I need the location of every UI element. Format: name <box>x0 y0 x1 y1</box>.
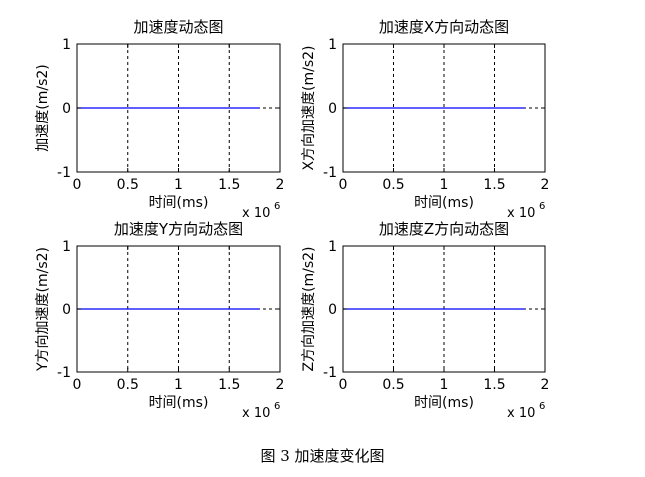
x-tick-label: 1 <box>174 377 183 393</box>
x-tick-label: 1 <box>440 377 449 393</box>
y-axis-label: 加速度(m/s2) <box>35 64 51 151</box>
x-axis-label: 时间(ms) <box>149 195 209 211</box>
y-axis-label: Z方向加速度(m/s2) <box>301 246 317 371</box>
x-tick-label: 1.5 <box>218 377 240 393</box>
y-tick-label: 0 <box>328 101 337 117</box>
x-axis-label: 时间(ms) <box>149 395 209 411</box>
x-tick-label: 0 <box>73 377 82 393</box>
y-tick-label: -1 <box>57 365 71 381</box>
x-axis-label: 时间(ms) <box>414 195 474 211</box>
y-tick-label: 1 <box>62 37 71 53</box>
y-tick-label: 1 <box>328 37 337 53</box>
x-tick-label: 2 <box>276 177 285 193</box>
x-multiplier-exponent: 6 <box>274 401 280 412</box>
x-tick-label: 0.5 <box>117 177 139 193</box>
y-tick-label: -1 <box>323 365 337 381</box>
x-multiplier-exponent: 6 <box>539 401 545 412</box>
y-axis-label: Y方向加速度(m/s2) <box>35 247 51 372</box>
x-tick-label: 0 <box>73 177 82 193</box>
x-multiplier-label: x 10 <box>242 406 270 421</box>
y-tick-label: 0 <box>62 101 71 117</box>
x-tick-label: 1.5 <box>483 377 505 393</box>
y-tick-label: 1 <box>328 239 337 255</box>
x-tick-label: 1.5 <box>483 177 505 193</box>
y-axis-label: X方向加速度(m/s2) <box>301 45 317 170</box>
y-tick-label: -1 <box>57 165 71 181</box>
x-multiplier-label: x 10 <box>507 206 535 221</box>
subplot-title: 加速度X方向动态图 <box>379 18 509 36</box>
x-tick-label: 0 <box>339 377 348 393</box>
x-multiplier-exponent: 6 <box>539 201 545 212</box>
x-tick-label: 0.5 <box>382 177 404 193</box>
x-tick-label: 2 <box>276 377 285 393</box>
x-multiplier-label: x 10 <box>242 206 270 221</box>
subplot-title: 加速度Z方向动态图 <box>379 220 509 238</box>
figure-caption: 图 3 加速度变化图 <box>260 447 385 465</box>
x-tick-label: 1 <box>174 177 183 193</box>
x-tick-label: 1.5 <box>218 177 240 193</box>
y-tick-label: 0 <box>62 302 71 318</box>
y-tick-label: -1 <box>323 165 337 181</box>
x-tick-label: 0.5 <box>382 377 404 393</box>
x-tick-label: 1 <box>440 177 449 193</box>
x-tick-label: 0.5 <box>117 377 139 393</box>
x-tick-label: 2 <box>541 377 550 393</box>
x-axis-label: 时间(ms) <box>414 395 474 411</box>
subplot-title: 加速度动态图 <box>133 18 223 36</box>
x-multiplier-label: x 10 <box>507 406 535 421</box>
subplot-title: 加速度Y方向动态图 <box>114 220 243 238</box>
x-multiplier-exponent: 6 <box>274 201 280 212</box>
x-tick-label: 2 <box>541 177 550 193</box>
y-tick-label: 0 <box>328 302 337 318</box>
x-tick-label: 0 <box>339 177 348 193</box>
y-tick-label: 1 <box>62 239 71 255</box>
